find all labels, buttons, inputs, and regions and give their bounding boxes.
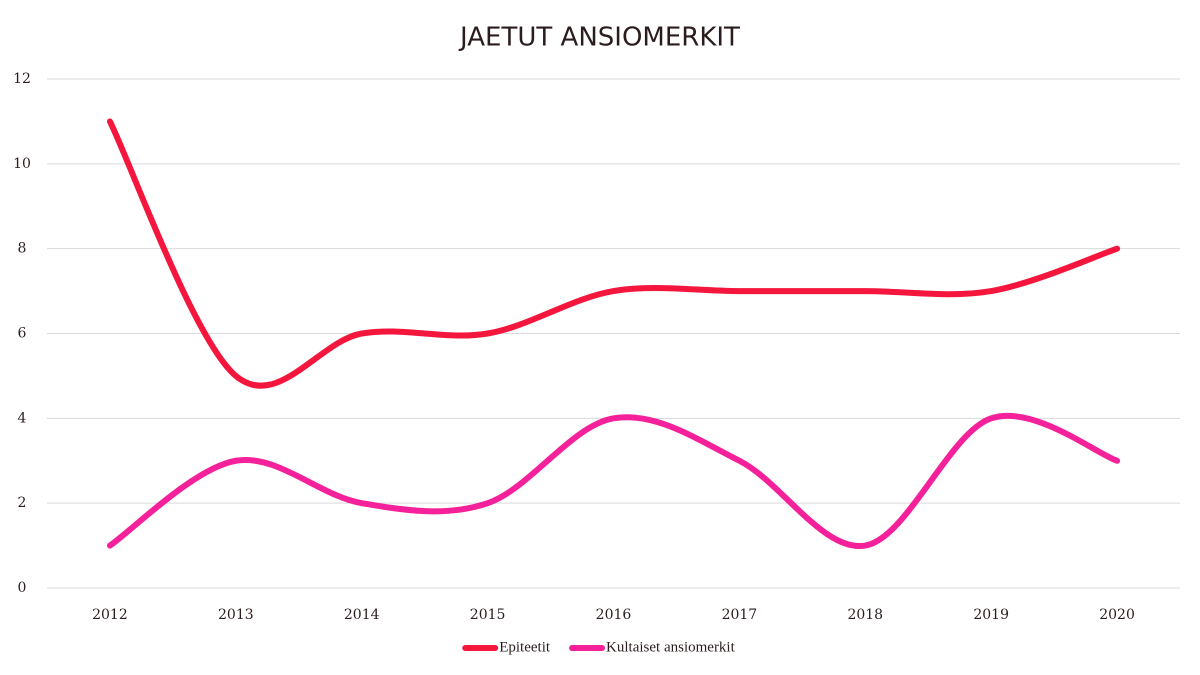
legend-label: Kultaiset ansiomerkit: [606, 639, 736, 655]
line-series: [106, 412, 1121, 549]
legend-item: Kultaiset ansiomerkit: [569, 639, 736, 655]
x-tick-label: 2018: [847, 607, 883, 623]
y-tick-label: 6: [18, 326, 27, 342]
y-tick-label: 8: [18, 241, 27, 257]
x-tick-label: 2013: [218, 607, 254, 623]
legend-label: Epiteetit: [499, 639, 551, 655]
x-tick-label: 2016: [596, 607, 632, 623]
x-tick-label: 2012: [92, 607, 128, 623]
x-tick-label: 2015: [470, 607, 506, 623]
y-tick-label: 10: [13, 156, 31, 172]
y-tick-label: 2: [18, 495, 27, 511]
x-tick-label: 2019: [973, 607, 1009, 623]
x-tick-label: 2017: [722, 607, 758, 623]
y-tick-label: 12: [13, 71, 31, 87]
line-series: [106, 118, 1121, 389]
legend-item: Epiteetit: [462, 639, 551, 655]
chart-title: JAETUT ANSIOMERKIT: [458, 23, 740, 53]
y-tick-label: 0: [18, 580, 27, 596]
x-tick-label: 2020: [1099, 607, 1135, 623]
x-tick-label: 2014: [344, 607, 380, 623]
y-tick-label: 4: [18, 410, 27, 426]
